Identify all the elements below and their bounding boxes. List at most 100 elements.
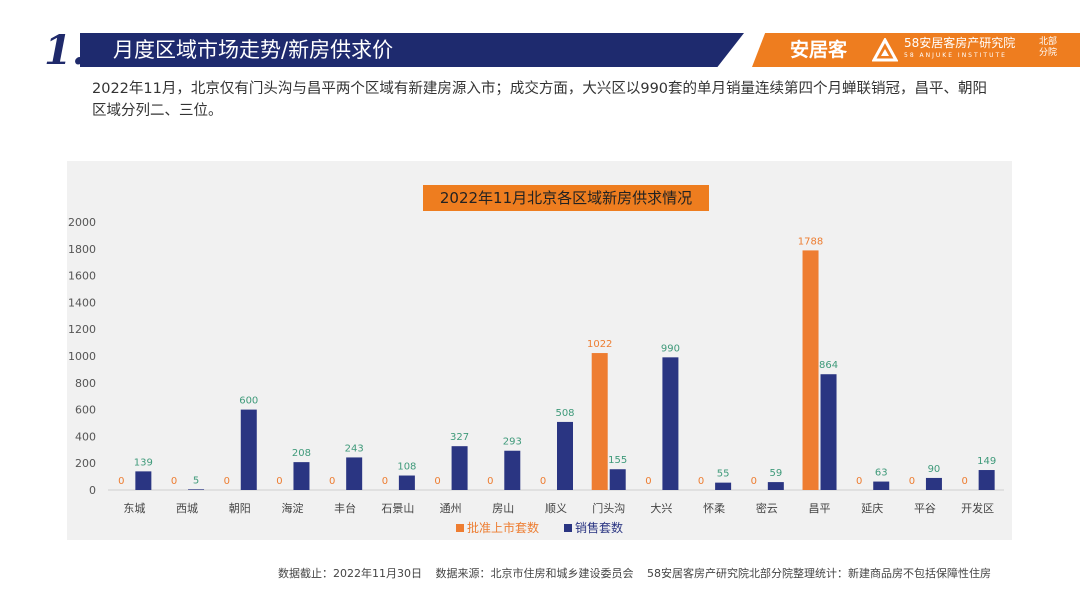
y-tick-label: 1000: [68, 350, 96, 363]
sales-bar: [557, 421, 573, 490]
institute-en-name: 58 ANJUKE INSTITUTE: [904, 52, 1007, 59]
supply-label: 0: [909, 476, 915, 487]
sales-label: 243: [345, 443, 364, 454]
institute-logo-icon: [872, 38, 898, 62]
section-number: 1.: [44, 27, 86, 74]
supply-label: 0: [118, 476, 124, 487]
supply-label: 1022: [587, 339, 612, 350]
supply-label: 0: [961, 476, 967, 487]
x-tick-label: 顺义: [545, 502, 567, 515]
footer-cutoff: 数据截止：2022年11月30日: [278, 567, 422, 580]
y-tick-label: 1600: [68, 270, 96, 283]
supply-label: 0: [698, 476, 704, 487]
sales-label: 327: [450, 432, 469, 443]
sales-label: 864: [819, 360, 838, 371]
supply-label: 0: [856, 476, 862, 487]
x-tick-label: 朝阳: [229, 502, 251, 515]
institute-branch: 北部分院: [1039, 37, 1058, 58]
sales-label: 59: [769, 468, 782, 479]
x-tick-label: 平谷: [914, 502, 936, 515]
x-tick-label: 延庆: [861, 501, 883, 515]
sales-bar: [293, 462, 310, 490]
supply-label: 0: [540, 476, 546, 487]
supply-label: 0: [382, 476, 388, 487]
sales-bar: [767, 482, 784, 490]
footer-note: 58安居客房产研究院北部分院整理统计：新建商品房不包括保障性住房: [647, 567, 991, 580]
sales-label: 5: [193, 475, 199, 486]
x-tick-label: 石景山: [381, 502, 414, 515]
supply-label: 0: [487, 476, 493, 487]
legend-swatch-supply: [456, 524, 464, 532]
sales-label: 90: [928, 464, 941, 475]
sales-label: 208: [292, 448, 311, 459]
footer-source: 数据来源：北京市住房和城乡建设委员会: [435, 567, 634, 580]
sales-bar: [978, 470, 995, 490]
sales-label: 508: [555, 408, 574, 419]
sales-label: 63: [875, 468, 888, 479]
institute-name: 58安居客房产研究院: [904, 36, 1016, 50]
supply-label: 0: [434, 476, 440, 487]
x-tick-label: 丰台: [334, 501, 356, 515]
x-tick-label: 东城: [123, 502, 145, 515]
x-tick-label: 密云: [756, 501, 778, 515]
supply-label: 1788: [798, 236, 823, 247]
supply-bar: [591, 353, 608, 490]
brand-logo-text: 安居客: [790, 39, 848, 61]
sales-bar: [925, 477, 942, 490]
intro-paragraph: 2022年11月，北京仅有门头沟与昌平两个区域有新建房源入市；成交方面，大兴区以…: [92, 81, 988, 119]
x-tick-label: 昌平: [809, 502, 831, 515]
y-tick-label: 1800: [68, 243, 96, 256]
supply-label: 0: [224, 476, 230, 487]
x-tick-label: 通州: [440, 502, 462, 515]
legend-label-supply: 批准上市套数: [467, 520, 539, 535]
sales-label: 155: [608, 455, 627, 466]
chart-title-box: [423, 185, 709, 211]
sales-bar: [504, 450, 521, 490]
legend-swatch-sales: [564, 524, 572, 532]
page-title: 月度区域市场走势/新房供求价: [113, 38, 394, 62]
sales-bar: [346, 457, 363, 490]
supply-label: 0: [276, 476, 282, 487]
y-tick-label: 2000: [68, 216, 96, 229]
y-tick-label: 600: [75, 404, 96, 417]
supply-label: 0: [751, 476, 757, 487]
sales-bar: [662, 357, 679, 490]
chart-title: 2022年11月北京各区域新房供求情况: [440, 189, 692, 207]
y-tick-label: 400: [75, 430, 96, 443]
sales-bar: [873, 481, 890, 490]
x-tick-label: 房山: [492, 502, 514, 515]
x-tick-label: 怀柔: [703, 502, 725, 515]
sales-label: 149: [977, 456, 996, 467]
supply-label: 0: [645, 476, 651, 487]
y-tick-label: 800: [75, 377, 96, 390]
title-bar: [80, 33, 744, 67]
footer: 数据截止：2022年11月30日 数据来源：北京市住房和城乡建设委员会 58安居…: [278, 565, 1001, 581]
supply-label: 0: [171, 476, 177, 487]
chart-panel: [67, 161, 1012, 540]
y-tick-label: 200: [75, 457, 96, 470]
sales-bar: [240, 409, 257, 490]
sales-label: 600: [239, 396, 258, 407]
x-tick-label: 海淀: [281, 501, 303, 515]
y-tick-label: 1200: [68, 323, 96, 336]
supply-label: 0: [329, 476, 335, 487]
sales-label: 108: [397, 462, 416, 473]
sales-label: 990: [661, 343, 680, 354]
sales-bar: [820, 374, 837, 490]
sales-label: 139: [134, 457, 153, 468]
x-tick-label: 西城: [176, 502, 198, 515]
supply-bar: [802, 250, 819, 490]
legend-label-sales: 销售套数: [575, 520, 623, 535]
y-tick-label: 1400: [68, 296, 96, 309]
sales-bar: [451, 446, 468, 490]
y-tick-label: 0: [89, 484, 96, 497]
sales-label: 55: [717, 469, 730, 480]
sales-bar: [135, 471, 152, 490]
brand-bar: [752, 33, 1080, 67]
x-tick-label: 开发区: [961, 501, 994, 515]
sales-bar: [609, 469, 626, 490]
sales-bar: [398, 475, 415, 490]
x-tick-label: 大兴: [650, 501, 672, 515]
sales-bar: [715, 482, 732, 490]
